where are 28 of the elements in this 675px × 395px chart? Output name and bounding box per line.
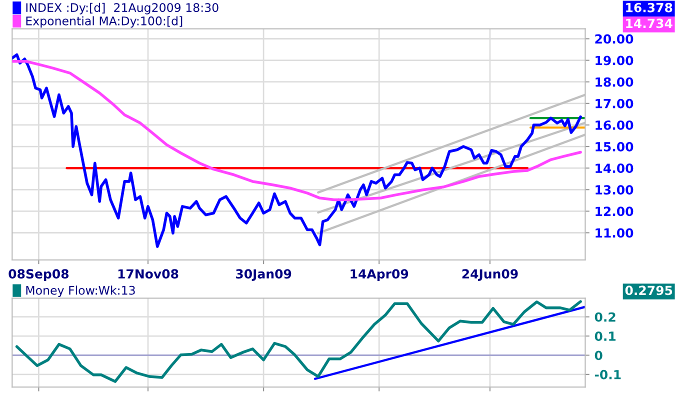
y-tick-label: 12.00	[596, 206, 634, 216]
y-tick-label: 17.00	[596, 98, 634, 108]
legend-label: Money Flow:Wk:13	[26, 286, 135, 298]
y-tick-label: 13.00	[596, 185, 634, 195]
y-tick-label: 0.2	[594, 312, 616, 322]
x-tick-label: 24Jun09	[462, 269, 518, 281]
line-series	[12, 60, 582, 202]
y-tick-label: 0.1	[594, 332, 616, 341]
y-tick-label: 18.00	[596, 77, 634, 87]
x-tick-label: 08Sep08	[8, 269, 69, 282]
text: 0.2795	[625, 286, 672, 296]
text: 14.734	[626, 18, 672, 28]
y-tick-label: 0	[594, 350, 602, 360]
line-series	[15, 300, 582, 383]
y-tick-label: 20.00	[595, 34, 634, 44]
y-tick-label: 16.00	[596, 120, 634, 130]
x-tick-label: 30Jan09	[236, 269, 292, 281]
y-tick-label: 19.00	[596, 56, 634, 66]
x-tick-label: 14Apr09	[350, 269, 408, 282]
y-tick-label: 15.00	[596, 142, 634, 152]
x-tick-label: 17Nov08	[118, 269, 178, 279]
legend-label: Exponential MA:Dy:100:[d]	[26, 16, 182, 28]
y-tick-label: 14.00	[596, 164, 634, 174]
legend-label: INDEX :Dy:[d] 21Aug2009 18:30	[26, 2, 218, 14]
text: 16.378	[626, 2, 672, 12]
y-tick-label: 11.00	[596, 228, 634, 238]
y-tick-label: -0.1	[594, 370, 621, 380]
line-series	[12, 53, 582, 248]
